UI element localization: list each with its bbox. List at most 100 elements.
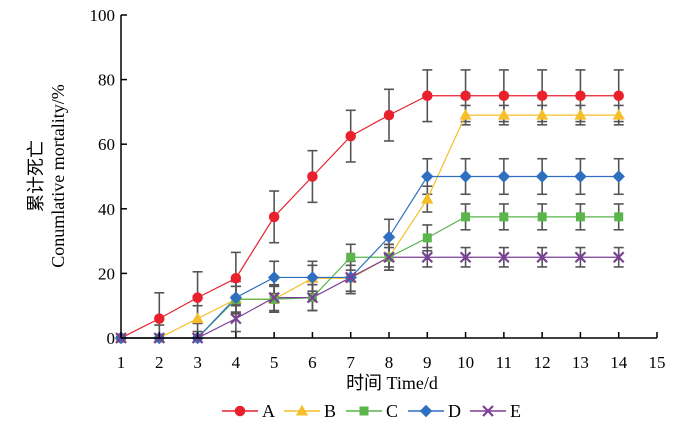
x-tick-label: 7 [346, 353, 355, 372]
data-point-b [459, 108, 472, 120]
data-point-e [230, 312, 242, 325]
legend-label-d: D [448, 401, 461, 421]
data-point-a [192, 292, 203, 303]
data-point-a [613, 90, 624, 101]
x-tick-label: 4 [232, 353, 241, 372]
data-point-e [306, 291, 319, 304]
data-point-d [497, 170, 511, 183]
x-tick-label: 11 [496, 353, 512, 372]
x-tick-label: 1 [117, 353, 126, 372]
x-tick-label: 12 [534, 353, 551, 372]
x-stroke [421, 251, 434, 264]
x-stroke [536, 251, 548, 264]
data-point-d [421, 170, 434, 183]
x-tick-label: 14 [610, 353, 628, 372]
data-point-c [346, 252, 356, 262]
data-point-c [537, 212, 547, 222]
data-point-a [154, 313, 165, 324]
data-point-b [612, 108, 625, 120]
data-point-d [535, 170, 549, 183]
axes [120, 14, 658, 339]
data-point-c [461, 212, 471, 222]
data-point-a [230, 272, 242, 284]
legend-label-a: A [262, 401, 275, 421]
data-point-d [382, 230, 396, 244]
data-point-a [575, 90, 586, 101]
data-point-c [575, 212, 585, 222]
data-point-a [383, 109, 395, 121]
x-stroke [344, 271, 357, 284]
data-point-d [229, 291, 243, 304]
data-point-a [422, 90, 433, 101]
series-line-e [121, 256, 619, 339]
x-tick-label: 10 [457, 353, 474, 372]
legend-item-c: C [346, 401, 398, 421]
x-tick-label: 6 [308, 353, 317, 372]
data-point-e [344, 271, 357, 284]
data-point-c [614, 212, 624, 222]
data-point-e [421, 251, 434, 264]
data-point-d [267, 271, 281, 284]
data-point-d [459, 170, 472, 183]
series-line-d [121, 175, 619, 339]
x-stroke [268, 291, 280, 304]
data-point-a [268, 211, 280, 223]
legend-item-e: E [470, 401, 521, 421]
legend: A B C D E [222, 401, 521, 421]
x-stroke [612, 251, 625, 264]
data-point-b [421, 192, 434, 204]
data-point-e [536, 251, 548, 264]
x-stroke [574, 251, 587, 264]
data-point-d [612, 170, 625, 183]
data-point-b [191, 312, 204, 324]
x-tick-label: 5 [270, 353, 279, 372]
y-tick-label: 100 [90, 6, 116, 25]
x-stroke [306, 291, 319, 304]
data-point-b [497, 108, 510, 120]
legend-marker-c [359, 406, 369, 416]
data-point-e [383, 251, 395, 264]
x-stroke [230, 312, 242, 325]
y-tick-label: 80 [98, 71, 115, 90]
x-tick-label: 13 [572, 353, 589, 372]
legend-marker-b [295, 404, 309, 416]
data-point-c [269, 294, 279, 304]
legend-label-c: C [386, 401, 398, 421]
legend-item-b: B [284, 401, 336, 421]
data-point-e [268, 291, 280, 304]
x-axis-title: 时间 Time/d [346, 373, 438, 393]
x-tick-label: 2 [155, 353, 164, 372]
legend-marker-e [482, 405, 494, 417]
y-axis-title: Conumlative mortality/% [48, 84, 68, 267]
y-tick-label: 40 [98, 200, 115, 219]
data-point-a [460, 90, 471, 101]
legend-item-a: A [222, 401, 275, 421]
data-point-b [574, 108, 587, 120]
x-stroke [459, 251, 472, 264]
legend-marker-a [234, 405, 246, 417]
x-tick-label: 15 [649, 353, 666, 372]
data-point-e [574, 251, 587, 264]
data-point-c [499, 212, 509, 222]
y-tick-label: 20 [98, 264, 115, 283]
x-tick-label: 3 [193, 353, 202, 372]
series-line-a [120, 95, 619, 339]
data-point-a [498, 90, 510, 101]
data-point-d [306, 271, 319, 284]
x-tick-label: 9 [423, 353, 432, 372]
data-point-a [345, 130, 356, 142]
data-point-e [612, 251, 625, 264]
x-stroke [498, 251, 510, 264]
y-tick-label: 60 [98, 135, 115, 154]
y-tick-label: 0 [107, 329, 116, 348]
x-tick-label: 8 [385, 353, 394, 372]
data-point-d [574, 170, 587, 183]
legend-marker-d [419, 404, 433, 418]
legend-item-d: D [408, 401, 461, 421]
data-point-e [459, 251, 472, 264]
data-point-c [422, 233, 432, 243]
legend-label-b: B [324, 401, 336, 421]
series-lines [120, 95, 619, 339]
